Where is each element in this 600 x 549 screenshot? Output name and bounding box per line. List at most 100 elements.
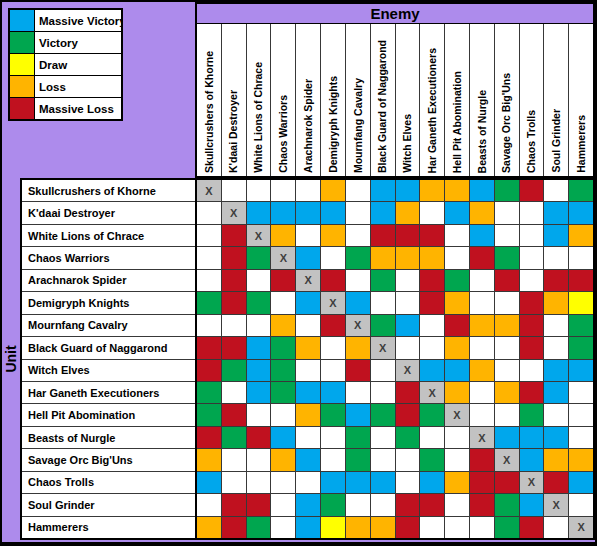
matrix-cell (445, 517, 469, 538)
matrix-cell (569, 270, 593, 291)
column-header-label: Savage Orc Big'Uns (501, 73, 512, 173)
matrix-cell (271, 270, 295, 291)
matrix-cell (321, 270, 345, 291)
matrix-cell (569, 247, 593, 268)
matrix-cell (222, 472, 246, 493)
matrix-cell (396, 427, 420, 448)
matrix-cell: X (520, 472, 544, 493)
matrix-cell (569, 382, 593, 403)
matrix-cell (420, 337, 444, 358)
matrix-cell (544, 270, 568, 291)
matrix-cell (495, 180, 519, 201)
matrix-cell (544, 360, 568, 381)
matrix-cell (247, 180, 271, 201)
matrix-cell (296, 247, 320, 268)
matrix-cell (321, 225, 345, 246)
matrix-cell (470, 315, 494, 336)
matrix-cell (197, 270, 221, 291)
matrix-cell (396, 404, 420, 425)
matrix-cell (321, 180, 345, 201)
matrix-cell (445, 472, 469, 493)
legend-label: Victory (35, 32, 121, 53)
row-header-cell: White Lions of Chrace (22, 225, 195, 246)
matrix-cell (222, 270, 246, 291)
matrix-cell (470, 270, 494, 291)
column-header-cell: Hell Pit Abomination (445, 24, 469, 176)
matrix-cell (247, 382, 271, 403)
matrix-cell (569, 427, 593, 448)
matrix-cell (371, 449, 395, 470)
matrix-cell (544, 382, 568, 403)
matrix-cell (222, 292, 246, 313)
row-header-cell: Hammerers (22, 517, 195, 538)
matrix-cell: X (247, 225, 271, 246)
matrix-cell (396, 382, 420, 403)
matrix-cell (346, 382, 370, 403)
matrix-cell (420, 494, 444, 515)
matrix-cell (197, 292, 221, 313)
matrix-cell (321, 517, 345, 538)
matrix-cell (247, 247, 271, 268)
matrix-cell (470, 337, 494, 358)
matrix-cell (396, 472, 420, 493)
row-header-cell: Soul Grinder (22, 494, 195, 515)
matrix-cell (396, 315, 420, 336)
matrix-cell (495, 494, 519, 515)
column-header-label: Skullcrushers of Khorne (204, 51, 215, 173)
column-header-label: Mournfang Cavalry (353, 78, 364, 173)
matrix-cell (495, 270, 519, 291)
matrix-cell (371, 247, 395, 268)
matrix-cell (396, 180, 420, 201)
matrix-cell (296, 202, 320, 223)
column-header-label: Arachnarok Spider (303, 79, 314, 173)
matrix-cell (495, 247, 519, 268)
matrix-cell (495, 315, 519, 336)
matrix-cell (544, 427, 568, 448)
matrix-cell (346, 472, 370, 493)
column-header-label: Beasts of Nurgle (477, 90, 488, 173)
matrix-cell (445, 360, 469, 381)
matrix-cell (222, 225, 246, 246)
matrix-cell (321, 404, 345, 425)
matrix-cell (495, 225, 519, 246)
matrix-cell (371, 225, 395, 246)
matrix-cell (495, 382, 519, 403)
matrix-cell (371, 494, 395, 515)
matrix-cell (420, 225, 444, 246)
matrix-cell (296, 180, 320, 201)
matrix-cell (296, 517, 320, 538)
legend-swatch-loss (10, 76, 34, 97)
matrix-cell (346, 270, 370, 291)
matrix-cell (247, 202, 271, 223)
column-header-label: Chaos Warriors (278, 95, 289, 173)
matrix-cell (222, 337, 246, 358)
unit-axis-label: Unit (3, 345, 19, 372)
matrix-cell (445, 449, 469, 470)
legend-swatch-draw (10, 54, 34, 75)
matrix-cell (470, 202, 494, 223)
matrix-cell (569, 180, 593, 201)
legend-label: Massive Loss (35, 98, 121, 119)
matrix-cell (470, 360, 494, 381)
row-header-cell: Arachnarok Spider (22, 270, 195, 291)
matrix-cell (371, 180, 395, 201)
matrix-cell (247, 292, 271, 313)
matrix-cell (520, 449, 544, 470)
matrix-cell: X (396, 360, 420, 381)
matrix-cell (420, 292, 444, 313)
matrix-cell: X (420, 382, 444, 403)
matrix-cell (296, 472, 320, 493)
matrix-cell (321, 472, 345, 493)
column-header-cell: Chaos Trolls (520, 24, 544, 176)
matrix-cell (420, 449, 444, 470)
legend-label: Draw (35, 54, 121, 75)
matrix-cell (296, 427, 320, 448)
column-header-cell: Hammerers (569, 24, 593, 176)
matrix-cell (346, 292, 370, 313)
matrix-cell: X (569, 517, 593, 538)
row-header-cell: Beasts of Nurgle (22, 427, 195, 448)
matrix-cell (445, 292, 469, 313)
matrix-cell (445, 382, 469, 403)
column-header-label: Soul Grinder (551, 109, 562, 173)
matrix-cell (396, 292, 420, 313)
